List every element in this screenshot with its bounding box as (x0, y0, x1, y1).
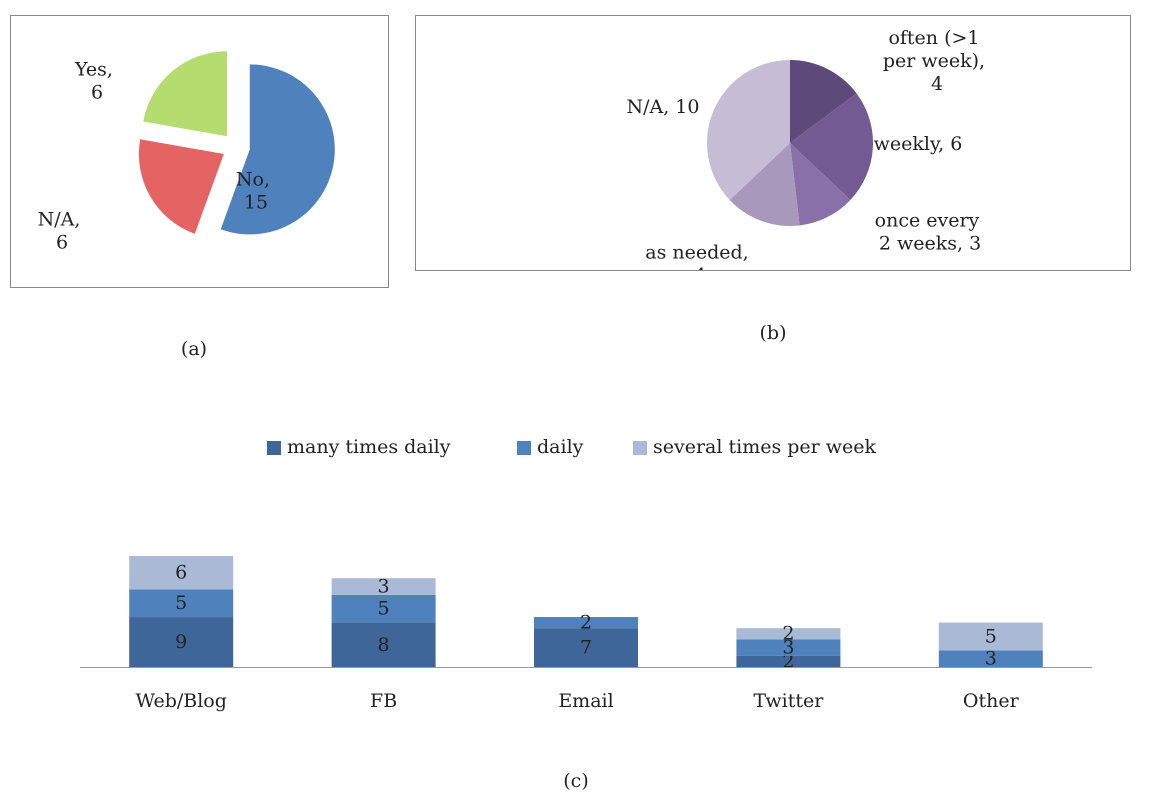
bar-segment (129, 589, 234, 618)
panel-a-frame (10, 15, 389, 288)
legend-label: several times per week (653, 436, 877, 458)
panel-b-frame (415, 15, 1131, 271)
bar-c: 956Web/Blog853FB72Email232Twitter35Other… (80, 436, 1092, 712)
pie-b: often (>1 per week), 4 weekly, 6 once ever… (626, 27, 991, 287)
caption: (c) (563, 770, 588, 792)
bar-segment (129, 556, 234, 590)
slice-label: N/A, 10 (626, 96, 699, 118)
legend-label: many times daily (287, 436, 451, 458)
bar-value-label: 8 (378, 634, 390, 656)
legend-swatch (633, 441, 647, 455)
bar-segment (534, 617, 638, 629)
pie-slice (138, 139, 224, 234)
slice-label: once every 2 weeks, 3 (875, 210, 986, 255)
bar-segment (331, 622, 436, 667)
bar-segment (736, 655, 841, 667)
pie-slice (143, 51, 228, 137)
bar-value-label: 5 (985, 625, 997, 647)
legend-label: daily (537, 436, 584, 458)
bar-value-label: 7 (580, 637, 592, 659)
bar-value-label: 9 (175, 631, 187, 653)
bar-value-label: 6 (175, 562, 187, 584)
pie-slice (790, 93, 873, 200)
slice-label: as needed, 4 (645, 242, 755, 287)
pie-slice (790, 143, 851, 226)
bar-value-label: 3 (378, 576, 390, 598)
slice-label: Yes, 6 (74, 59, 119, 104)
pie-slice (729, 143, 800, 226)
bar-value-label: 2 (782, 650, 794, 672)
x-tick-label: Twitter (753, 690, 824, 712)
bar-value-label: 2 (782, 623, 794, 645)
slice-label: N/A, 6 (38, 209, 87, 254)
bar-segment (129, 617, 234, 667)
x-tick-label: Other (963, 690, 1020, 712)
bar-segment (736, 628, 841, 640)
bar-segment (938, 622, 1043, 651)
bar-value-label: 5 (175, 592, 187, 614)
x-tick-label: FB (370, 690, 397, 712)
bar-value-label: 2 (580, 612, 592, 634)
bar-segment (938, 650, 1043, 667)
x-tick-label: Email (558, 690, 613, 712)
caption: (b) (760, 322, 787, 344)
bar-value-label: 3 (985, 648, 997, 670)
bar-segment (736, 639, 841, 656)
legend-swatch (267, 441, 281, 455)
slice-label: often (>1 per week), 4 (883, 27, 991, 95)
caption: (a) (181, 338, 207, 360)
slice-label: No, 15 (236, 169, 276, 214)
slice-label: weekly, 6 (874, 133, 963, 155)
legend-swatch (517, 441, 531, 455)
bar-segment (534, 628, 638, 667)
bar-value-label: 5 (378, 598, 390, 620)
bar-value-label: 3 (782, 637, 794, 659)
bar-segment (331, 578, 436, 595)
pie-slice (790, 60, 857, 143)
pie-a: No, 15 N/A, 6 Yes, 6 (38, 51, 335, 254)
pie-slice (706, 60, 790, 200)
x-tick-label: Web/Blog (135, 690, 226, 712)
bar-segment (331, 594, 436, 623)
pie-slice (220, 64, 335, 235)
